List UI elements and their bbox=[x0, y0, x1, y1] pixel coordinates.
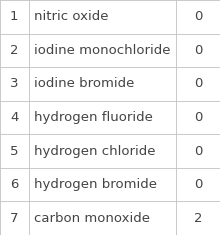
Text: 2: 2 bbox=[10, 44, 18, 57]
Text: nitric oxide: nitric oxide bbox=[34, 10, 109, 23]
Text: hydrogen chloride: hydrogen chloride bbox=[34, 145, 156, 158]
Text: hydrogen fluoride: hydrogen fluoride bbox=[34, 111, 153, 124]
Text: 0: 0 bbox=[194, 145, 202, 158]
Text: iodine bromide: iodine bromide bbox=[34, 77, 134, 90]
Text: 0: 0 bbox=[194, 77, 202, 90]
Text: 0: 0 bbox=[194, 10, 202, 23]
Text: 0: 0 bbox=[194, 111, 202, 124]
Text: 4: 4 bbox=[10, 111, 18, 124]
Text: iodine monochloride: iodine monochloride bbox=[34, 44, 170, 57]
Text: 0: 0 bbox=[194, 178, 202, 191]
Text: 2: 2 bbox=[194, 212, 202, 225]
Text: 7: 7 bbox=[10, 212, 18, 225]
Text: 6: 6 bbox=[10, 178, 18, 191]
Text: 1: 1 bbox=[10, 10, 18, 23]
Text: carbon monoxide: carbon monoxide bbox=[34, 212, 150, 225]
Text: 5: 5 bbox=[10, 145, 18, 158]
Text: hydrogen bromide: hydrogen bromide bbox=[34, 178, 157, 191]
Text: 0: 0 bbox=[194, 44, 202, 57]
Text: 3: 3 bbox=[10, 77, 18, 90]
